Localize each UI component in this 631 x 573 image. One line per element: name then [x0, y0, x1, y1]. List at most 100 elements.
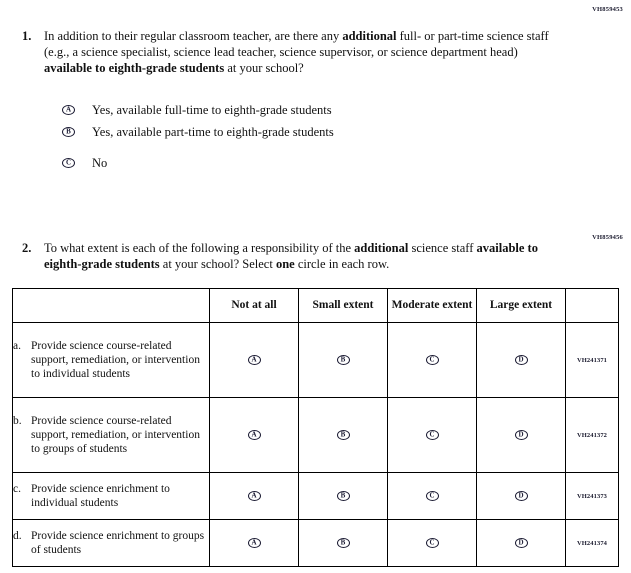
- matrix-cell-b-a[interactable]: A: [209, 397, 299, 473]
- radio-bubble-d-a-icon[interactable]: A: [247, 538, 261, 549]
- radio-bubble-a-c-icon[interactable]: C: [425, 355, 439, 366]
- matrix-cell-d-b[interactable]: B: [298, 519, 388, 567]
- matrix-row-letter-b: b.: [13, 414, 22, 427]
- radio-bubble-d-c-icon-letter: C: [429, 538, 435, 547]
- matrix-cell-d-d[interactable]: D: [476, 519, 566, 567]
- matrix-cell-c-a[interactable]: A: [209, 472, 299, 520]
- question-2-number: 2.: [22, 241, 32, 255]
- question-1-text-run-3: available to eighth-grade students: [44, 61, 225, 76]
- matrix-row-stem-b: b. Provide science course-related support…: [12, 397, 210, 473]
- response-matrix: Not at all Small extent Moderate extent Lar…: [12, 288, 619, 567]
- stem-inner: d. Provide science enrichment to groups o…: [13, 529, 209, 557]
- radio-bubble-b-c-icon-letter: C: [429, 430, 435, 439]
- question-1-option-c[interactable]: C No: [62, 152, 492, 174]
- matrix-cell-a-c[interactable]: C: [387, 322, 477, 398]
- option-bubble-wrap-c: C: [62, 154, 80, 172]
- radio-bubble-a-b-icon[interactable]: B: [336, 355, 350, 366]
- matrix-row-item-code-a: VH241371: [565, 322, 619, 398]
- question-2-text-run-0: To what extent is each of the following …: [44, 241, 355, 255]
- option-bubble-wrap-b: B: [62, 123, 80, 141]
- matrix-cell-c-b[interactable]: B: [298, 472, 388, 520]
- matrix-row-text-d: Provide science enrichment to groups of …: [31, 529, 205, 556]
- radio-bubble-d-d-icon-letter: D: [518, 538, 524, 547]
- radio-bubble-a-d-icon[interactable]: D: [514, 355, 528, 366]
- question-2-text-run-4: at your school? Select: [159, 257, 276, 272]
- radio-bubble-d-b-icon[interactable]: B: [336, 538, 350, 549]
- radio-bubble-b-c-icon[interactable]: C: [425, 430, 439, 441]
- question-1-text-run-2: full- or part-time science staff (e.g., …: [44, 29, 549, 60]
- radio-bubble-b-a-icon-letter: A: [251, 430, 257, 439]
- question-1-text: In addition to their regular classroom t…: [44, 28, 567, 77]
- matrix-row-letter-c: c.: [13, 482, 21, 495]
- radio-bubble-c-d-icon[interactable]: D: [514, 491, 528, 502]
- matrix-cell-d-a[interactable]: A: [209, 519, 299, 567]
- question-2-text: To what extent is each of the following …: [44, 240, 567, 272]
- matrix-row-item-code-c: VH241373: [565, 472, 619, 520]
- question-2-text-run-3: available to eighth-grade students: [44, 241, 538, 272]
- matrix-row-item-code-b: VH241372: [565, 397, 619, 473]
- radio-bubble-c-c-icon-letter: C: [429, 491, 435, 500]
- radio-bubble-b-d-icon[interactable]: D: [514, 430, 528, 441]
- radio-bubble-c-icon[interactable]: C: [62, 158, 75, 169]
- stem-inner: b. Provide science course-related support…: [13, 414, 209, 457]
- radio-bubble-d-b-icon-letter: B: [340, 538, 346, 547]
- radio-bubble-d-d-icon[interactable]: D: [514, 538, 528, 549]
- radio-bubble-c-a-icon[interactable]: A: [247, 491, 261, 502]
- matrix-cell-a-d[interactable]: D: [476, 322, 566, 398]
- matrix-row: a. Provide science course-related support…: [12, 322, 619, 398]
- matrix-header-2: Small extent: [298, 288, 388, 323]
- radio-bubble-b-icon[interactable]: B: [62, 127, 75, 138]
- matrix-cell-c-d[interactable]: D: [476, 472, 566, 520]
- radio-bubble-c-b-icon-letter: B: [340, 491, 346, 500]
- matrix-row-text-b: Provide science course-related support, …: [31, 414, 200, 456]
- radio-bubble-a-icon[interactable]: A: [62, 105, 75, 116]
- matrix-cell-d-c[interactable]: C: [387, 519, 477, 567]
- question-1: 1. In addition to their regular classroo…: [22, 28, 567, 77]
- radio-bubble-c-b-icon[interactable]: B: [336, 491, 350, 502]
- radio-bubble-c-icon-letter: C: [65, 158, 72, 167]
- radio-bubble-a-a-icon-letter: A: [251, 355, 257, 364]
- matrix-row-item-code-d: VH241374: [565, 519, 619, 567]
- radio-bubble-b-a-icon[interactable]: A: [247, 430, 261, 441]
- matrix-row-stem-a: a. Provide science course-related support…: [12, 322, 210, 398]
- radio-bubble-b-b-icon[interactable]: B: [336, 430, 350, 441]
- matrix-cell-c-c[interactable]: C: [387, 472, 477, 520]
- question-2-text-run-2: science staff: [408, 241, 477, 255]
- matrix-row: d. Provide science enrichment to groups o…: [12, 519, 619, 567]
- radio-bubble-a-b-icon-letter: B: [340, 355, 346, 364]
- matrix-row: b. Provide science course-related support…: [12, 397, 619, 473]
- matrix-header-3: Moderate extent: [387, 288, 477, 323]
- radio-bubble-c-c-icon[interactable]: C: [425, 491, 439, 502]
- question-2-text-run-5: one: [275, 257, 295, 272]
- question-1-option-label-b: Yes, available part-time to eighth-grade…: [92, 125, 334, 139]
- matrix-cell-b-d[interactable]: D: [476, 397, 566, 473]
- radio-bubble-d-c-icon[interactable]: C: [425, 538, 439, 549]
- matrix-header-1: Not at all: [209, 288, 299, 323]
- question-1-text-run-4: at your school?: [224, 61, 304, 76]
- radio-bubble-b-icon-letter: B: [66, 127, 71, 136]
- matrix-row-letter-d: d.: [13, 529, 22, 542]
- matrix-cell-a-b[interactable]: B: [298, 322, 388, 398]
- radio-bubble-a-c-icon-letter: C: [429, 355, 435, 364]
- matrix-header-5: [565, 288, 619, 323]
- question-1-option-a[interactable]: A Yes, available full-time to eighth-grad…: [62, 99, 492, 121]
- radio-bubble-a-a-icon[interactable]: A: [247, 355, 261, 366]
- response-matrix-wrapper: Not at all Small extent Moderate extent Lar…: [12, 288, 619, 567]
- matrix-cell-a-a[interactable]: A: [209, 322, 299, 398]
- matrix-cell-b-c[interactable]: C: [387, 397, 477, 473]
- matrix-row-stem-c: c. Provide science enrichment to individu…: [12, 472, 210, 520]
- matrix-row-stem-d: d. Provide science enrichment to groups o…: [12, 519, 210, 567]
- question-1-option-b[interactable]: B Yes, available part-time to eighth-grad…: [62, 121, 492, 143]
- matrix-row-letter-a: a.: [13, 339, 21, 352]
- stem-inner: a. Provide science course-related support…: [13, 339, 209, 382]
- question-2-item-code: VH859456: [592, 234, 623, 241]
- radio-bubble-b-b-icon-letter: B: [340, 430, 346, 439]
- question-2-text-run-6: circle in each row.: [294, 257, 390, 272]
- matrix-cell-b-b[interactable]: B: [298, 397, 388, 473]
- matrix-row: c. Provide science enrichment to individu…: [12, 472, 619, 520]
- matrix-header-row: Not at all Small extent Moderate extent Lar…: [12, 288, 619, 323]
- question-1-text-run-1: additional: [342, 29, 397, 43]
- question-2-text-run-1: additional: [354, 241, 409, 255]
- question-1-item-code: VH859453: [592, 6, 623, 13]
